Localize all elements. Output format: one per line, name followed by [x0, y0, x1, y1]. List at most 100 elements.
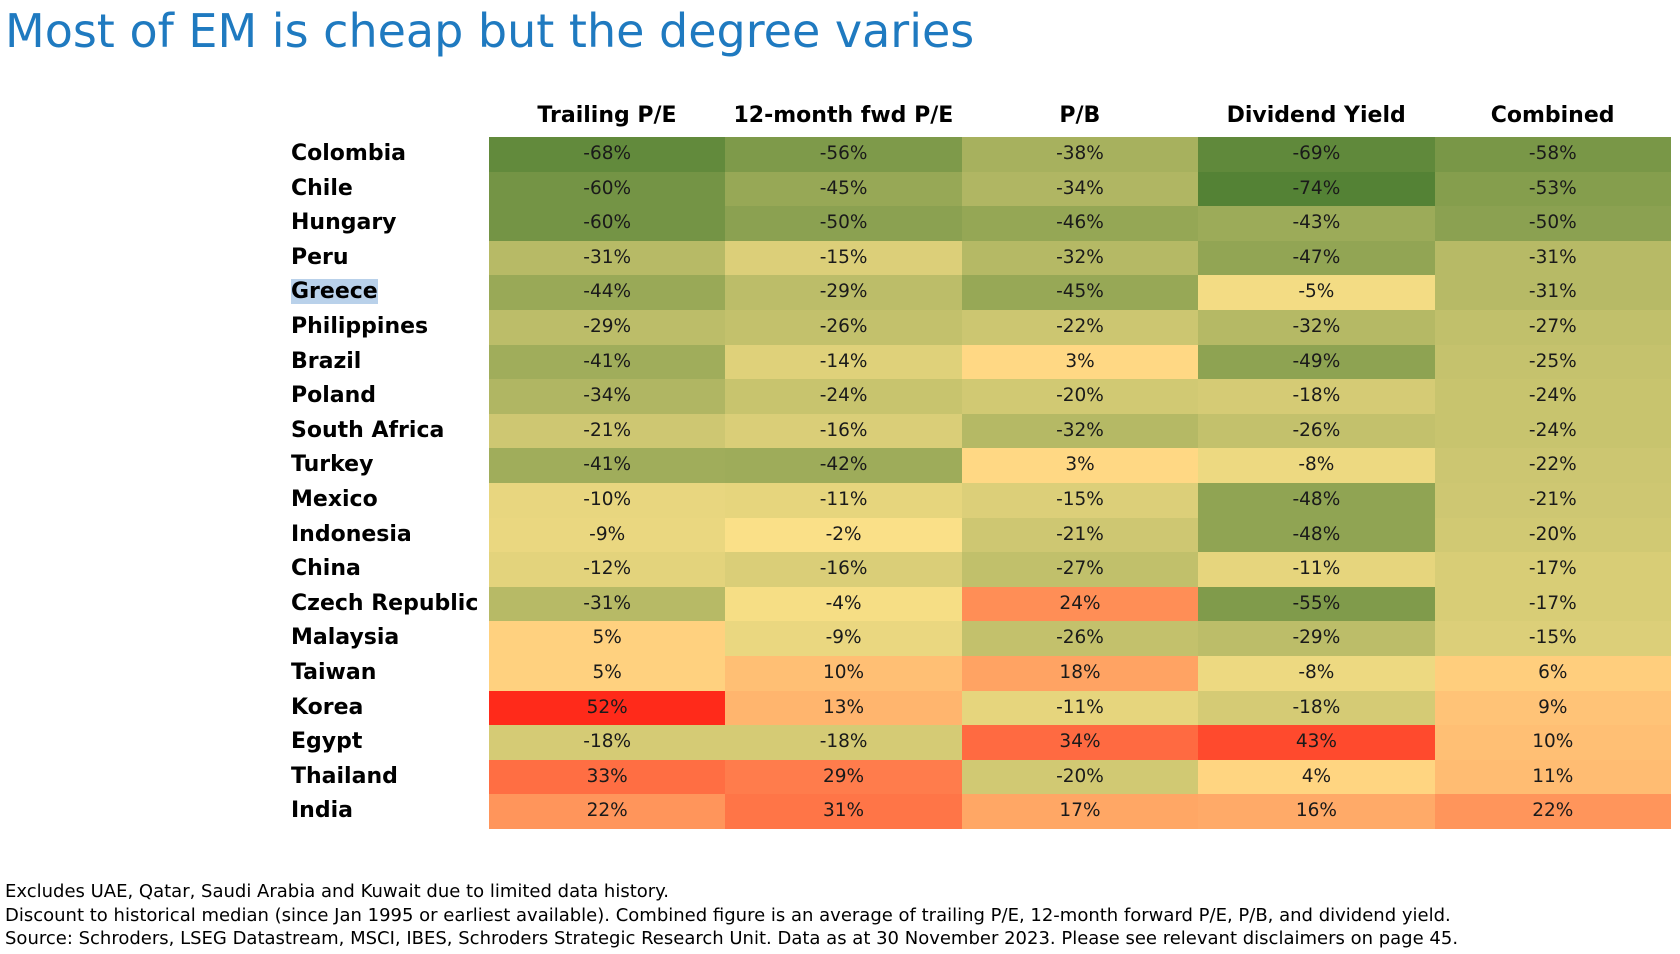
heatmap-cell: -2% — [725, 517, 962, 553]
heatmap-cell: -50% — [1434, 206, 1671, 241]
heatmap-cell: -46% — [961, 206, 1199, 241]
heatmap-cell: -24% — [1434, 413, 1671, 449]
heatmap-cell: 31% — [725, 794, 962, 829]
heatmap-cell: -11% — [725, 483, 962, 518]
footnote-methodology: Discount to historical median (since Jan… — [5, 904, 1451, 926]
heatmap-cell: -20% — [961, 379, 1199, 414]
heatmap-cell: -53% — [1434, 171, 1671, 207]
heatmap-cell: 3% — [961, 344, 1199, 380]
heatmap-cell: -29% — [489, 310, 726, 345]
row-label: Chile — [291, 175, 353, 201]
heatmap-cell: 22% — [1434, 794, 1671, 829]
heatmap-cell: -5% — [1198, 275, 1435, 310]
heatmap-cell: -27% — [961, 552, 1199, 587]
heatmap-cell: 10% — [1434, 725, 1671, 760]
row-label: Turkey — [291, 452, 374, 478]
heatmap-cell: -12% — [489, 552, 726, 587]
heatmap-cell: -17% — [1434, 552, 1671, 587]
heatmap-cell: -4% — [725, 586, 962, 622]
heatmap-cell: -20% — [1434, 517, 1671, 553]
row-label: Egypt — [291, 729, 363, 755]
heatmap-cell: -38% — [961, 137, 1199, 172]
heatmap-cell: -55% — [1198, 586, 1435, 622]
heatmap-cell: -21% — [489, 413, 726, 449]
heatmap-cell: -16% — [725, 552, 962, 587]
heatmap-cell: 16% — [1198, 794, 1435, 829]
heatmap-cell: -22% — [961, 310, 1199, 345]
heatmap-cell: 17% — [961, 794, 1199, 829]
heatmap-cell: 43% — [1198, 725, 1435, 760]
heatmap-cell: -69% — [1198, 137, 1435, 172]
heatmap-cell: -26% — [961, 621, 1199, 656]
row-label: China — [291, 556, 361, 582]
heatmap-cell: 5% — [489, 621, 726, 656]
row-label: Greece — [291, 279, 378, 305]
heatmap-cell: -22% — [1434, 448, 1671, 483]
heatmap-cell: -8% — [1198, 656, 1435, 691]
heatmap-cell: 13% — [725, 690, 962, 726]
heatmap-cell: -34% — [961, 171, 1199, 207]
heatmap-cell: -29% — [725, 275, 962, 310]
heatmap-cell: -31% — [1434, 240, 1671, 276]
row-label: Colombia — [291, 141, 406, 166]
heatmap-cell: -29% — [1198, 621, 1435, 656]
heatmap-cell: 11% — [1434, 759, 1671, 795]
heatmap-cell: -58% — [1434, 137, 1671, 172]
footnote-exclusions: Excludes UAE, Qatar, Saudi Arabia and Ku… — [5, 881, 669, 902]
heatmap-cell: -15% — [725, 240, 962, 276]
row-label: Brazil — [291, 348, 362, 374]
heatmap-cell: -14% — [725, 344, 962, 380]
row-label: India — [291, 798, 353, 824]
row-label: Poland — [291, 383, 377, 409]
heatmap-cell: -34% — [489, 379, 726, 414]
heatmap-cell: -8% — [1198, 448, 1435, 483]
heatmap-cell: -48% — [1198, 483, 1435, 518]
heatmap-cell: -10% — [489, 483, 726, 518]
heatmap-cell: -26% — [1198, 413, 1435, 449]
heatmap-cell: -44% — [489, 275, 726, 310]
heatmap-cell: -17% — [1434, 586, 1671, 622]
heatmap-cell: 52% — [489, 690, 726, 726]
row-label: South Africa — [291, 417, 445, 443]
heatmap-cell: -60% — [489, 171, 726, 207]
heatmap-cell: -45% — [725, 171, 962, 207]
heatmap-cell: -21% — [1434, 483, 1671, 518]
row-label: Korea — [291, 694, 364, 720]
heatmap-cell: -32% — [961, 240, 1199, 276]
heatmap-cell: -74% — [1198, 171, 1435, 207]
heatmap-cell: -15% — [961, 483, 1199, 518]
heatmap-cell: 22% — [489, 794, 726, 829]
chart-title: Most of EM is cheap but the degree varie… — [5, 4, 975, 58]
row-label: Czech Republic — [291, 590, 479, 616]
row-label: Taiwan — [291, 660, 377, 685]
heatmap-cell: -20% — [961, 759, 1199, 795]
heatmap-cell: -32% — [961, 413, 1199, 449]
heatmap-cell: -49% — [1198, 344, 1435, 380]
heatmap-cell: -9% — [725, 621, 962, 656]
column-header: Trailing P/E — [537, 103, 677, 128]
heatmap-cell: -27% — [1434, 310, 1671, 345]
heatmap-cell: -68% — [489, 137, 726, 172]
heatmap-cell: -11% — [1198, 552, 1435, 587]
heatmap-cell: -18% — [1198, 690, 1435, 726]
footnote-source: Source: Schroders, LSEG Datastream, MSCI… — [5, 928, 1459, 949]
heatmap-cell: 24% — [961, 586, 1199, 622]
heatmap-cell: 6% — [1434, 656, 1671, 691]
footnotes: Excludes UAE, Qatar, Saudi Arabia and Ku… — [5, 880, 1458, 951]
heatmap-cell: -16% — [725, 413, 962, 449]
column-header: 12-month fwd P/E — [733, 103, 954, 128]
heatmap-cell: -45% — [961, 275, 1199, 310]
heatmap-cell: 9% — [1434, 690, 1671, 726]
row-label: Mexico — [291, 487, 378, 512]
heatmap-cell: -31% — [1434, 275, 1671, 310]
heatmap-cell: -15% — [1434, 621, 1671, 656]
heatmap-cell: 5% — [489, 656, 726, 691]
valuation-heatmap: Trailing P/E 12-month fwd P/E P/B Dividend … — [291, 103, 1671, 829]
heatmap-cell: -18% — [1198, 379, 1435, 414]
heatmap-cell: -24% — [1434, 379, 1671, 414]
heatmap-cell: -11% — [961, 690, 1199, 726]
heatmap-cell: -18% — [489, 725, 726, 760]
heatmap-cell: -43% — [1198, 206, 1435, 241]
heatmap-cell: -42% — [725, 448, 962, 483]
heatmap-cell: -41% — [489, 344, 726, 380]
